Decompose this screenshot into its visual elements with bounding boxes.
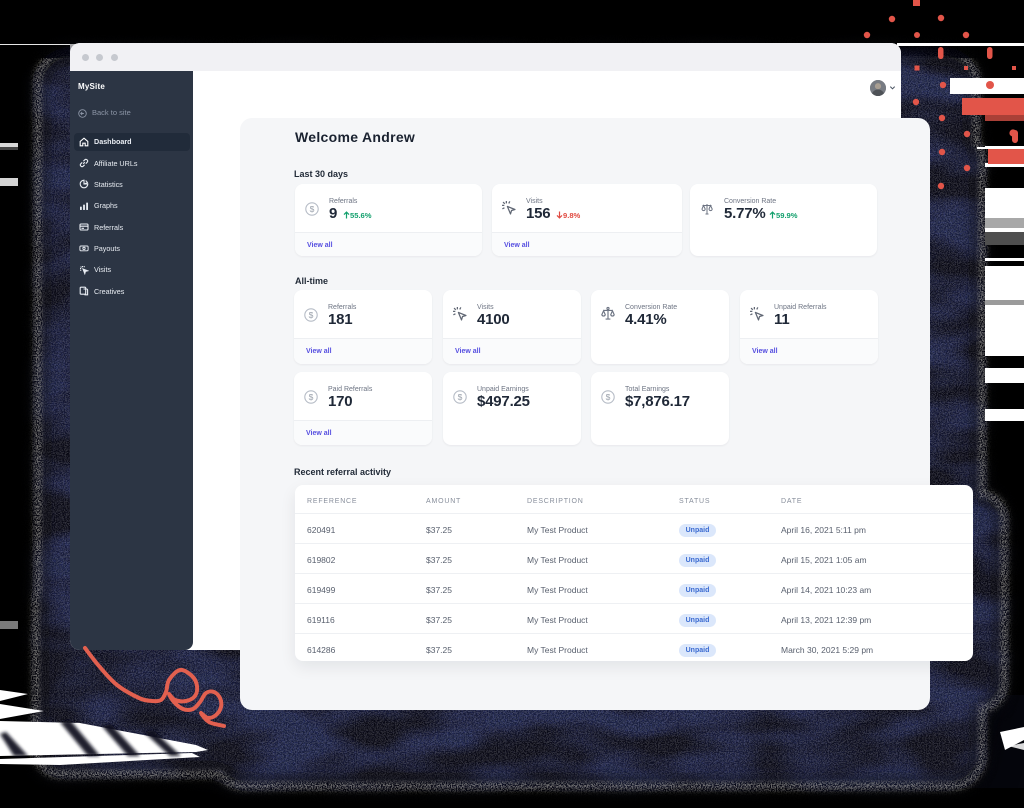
svg-text:$: $ [458,392,463,402]
svg-text:$: $ [309,310,314,320]
svg-text:$: $ [309,392,314,402]
svg-text:$: $ [606,392,611,402]
svg-text:$: $ [310,204,315,214]
